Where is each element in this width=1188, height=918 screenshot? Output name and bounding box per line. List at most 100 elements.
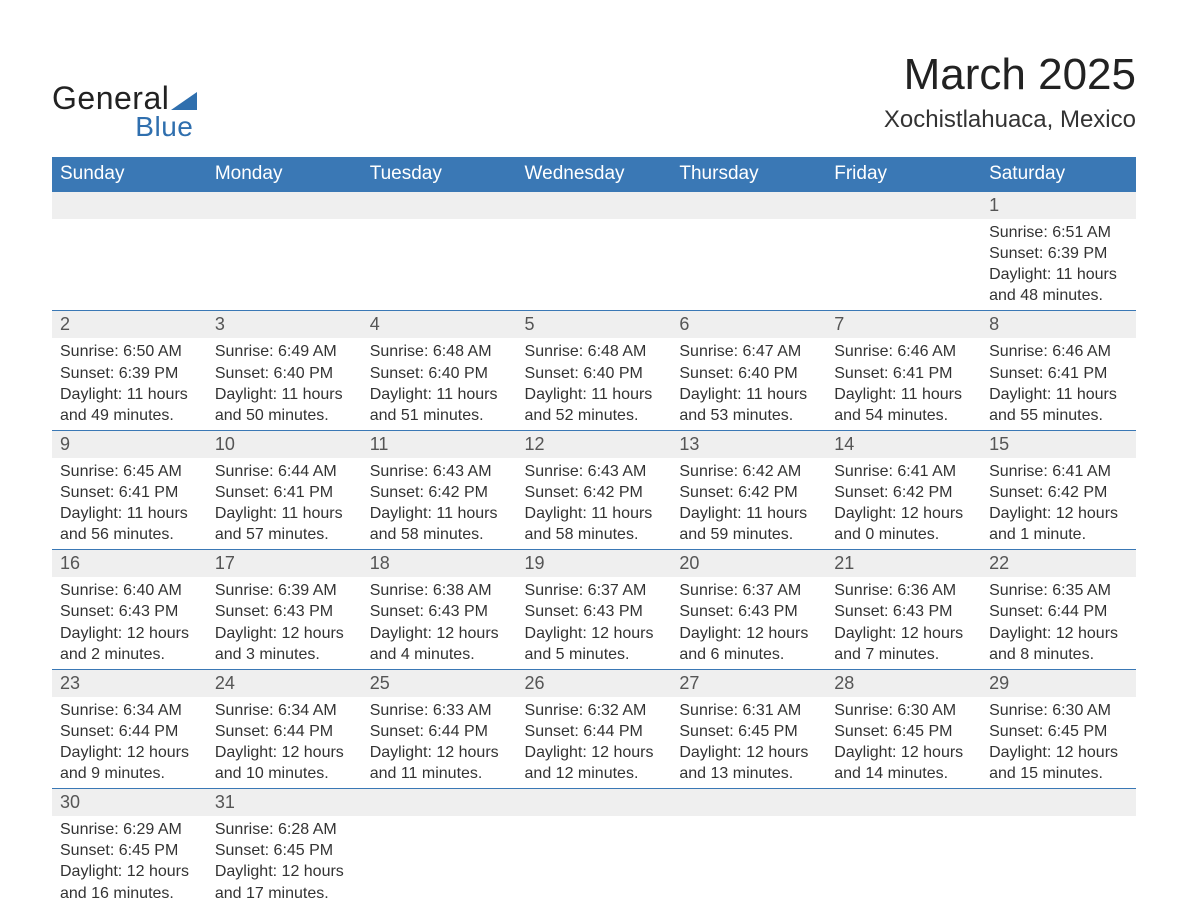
sunset-text: Sunset: 6:42 PM xyxy=(679,482,818,503)
day-number-cell: 25 xyxy=(362,669,517,697)
day-header: Sunday xyxy=(52,157,207,192)
day-detail-cell: Sunrise: 6:34 AMSunset: 6:44 PMDaylight:… xyxy=(207,697,362,789)
day-detail-cell: Sunrise: 6:48 AMSunset: 6:40 PMDaylight:… xyxy=(362,338,517,430)
daylight-text-2: and 14 minutes. xyxy=(834,763,973,784)
day-number-cell xyxy=(826,192,981,219)
sunrise-text: Sunrise: 6:45 AM xyxy=(60,461,199,482)
daylight-text-2: and 49 minutes. xyxy=(60,405,199,426)
day-detail-cell: Sunrise: 6:37 AMSunset: 6:43 PMDaylight:… xyxy=(517,577,672,669)
sunset-text: Sunset: 6:44 PM xyxy=(215,721,354,742)
sunset-text: Sunset: 6:44 PM xyxy=(989,601,1128,622)
day-detail-cell xyxy=(517,219,672,311)
daylight-text-1: Daylight: 12 hours xyxy=(834,742,973,763)
day-number-cell: 23 xyxy=(52,669,207,697)
daylight-text-1: Daylight: 12 hours xyxy=(215,861,354,882)
sunset-text: Sunset: 6:42 PM xyxy=(370,482,509,503)
sunset-text: Sunset: 6:43 PM xyxy=(679,601,818,622)
daylight-text-1: Daylight: 12 hours xyxy=(370,742,509,763)
day-header: Wednesday xyxy=(517,157,672,192)
day-detail-cell xyxy=(517,816,672,907)
daylight-text-1: Daylight: 11 hours xyxy=(370,503,509,524)
sunrise-text: Sunrise: 6:41 AM xyxy=(834,461,973,482)
daylight-text-2: and 10 minutes. xyxy=(215,763,354,784)
sunset-text: Sunset: 6:42 PM xyxy=(525,482,664,503)
daylight-text-1: Daylight: 11 hours xyxy=(60,503,199,524)
daylight-text-2: and 11 minutes. xyxy=(370,763,509,784)
daynum-row: 2345678 xyxy=(52,311,1136,339)
sunrise-text: Sunrise: 6:33 AM xyxy=(370,700,509,721)
sunrise-text: Sunrise: 6:37 AM xyxy=(525,580,664,601)
sunset-text: Sunset: 6:41 PM xyxy=(989,363,1128,384)
day-detail-cell: Sunrise: 6:31 AMSunset: 6:45 PMDaylight:… xyxy=(671,697,826,789)
daynum-row: 16171819202122 xyxy=(52,550,1136,578)
daylight-text-2: and 48 minutes. xyxy=(989,285,1128,306)
daylight-text-2: and 17 minutes. xyxy=(215,883,354,904)
day-number-cell xyxy=(826,789,981,817)
daylight-text-2: and 56 minutes. xyxy=(60,524,199,545)
daylight-text-1: Daylight: 11 hours xyxy=(989,264,1128,285)
day-detail-cell xyxy=(207,219,362,311)
sunrise-text: Sunrise: 6:34 AM xyxy=(60,700,199,721)
day-number-cell xyxy=(517,192,672,219)
day-number-cell: 14 xyxy=(826,430,981,458)
sunset-text: Sunset: 6:45 PM xyxy=(989,721,1128,742)
sunrise-text: Sunrise: 6:31 AM xyxy=(679,700,818,721)
sunrise-text: Sunrise: 6:44 AM xyxy=(215,461,354,482)
page-header: General Blue March 2025 Xochistlahuaca, … xyxy=(52,50,1136,143)
day-number-cell: 30 xyxy=(52,789,207,817)
sunset-text: Sunset: 6:42 PM xyxy=(989,482,1128,503)
day-detail-cell: Sunrise: 6:39 AMSunset: 6:43 PMDaylight:… xyxy=(207,577,362,669)
day-detail-cell: Sunrise: 6:45 AMSunset: 6:41 PMDaylight:… xyxy=(52,458,207,550)
daylight-text-1: Daylight: 12 hours xyxy=(525,623,664,644)
day-number-cell: 27 xyxy=(671,669,826,697)
daylight-text-1: Daylight: 12 hours xyxy=(989,623,1128,644)
daylight-text-1: Daylight: 12 hours xyxy=(370,623,509,644)
daylight-text-1: Daylight: 12 hours xyxy=(834,623,973,644)
day-number-cell: 11 xyxy=(362,430,517,458)
daynum-row: 3031 xyxy=(52,789,1136,817)
day-detail-cell: Sunrise: 6:42 AMSunset: 6:42 PMDaylight:… xyxy=(671,458,826,550)
sunset-text: Sunset: 6:45 PM xyxy=(215,840,354,861)
day-detail-cell: Sunrise: 6:46 AMSunset: 6:41 PMDaylight:… xyxy=(981,338,1136,430)
day-detail-cell xyxy=(826,219,981,311)
sunrise-text: Sunrise: 6:38 AM xyxy=(370,580,509,601)
sunset-text: Sunset: 6:43 PM xyxy=(215,601,354,622)
day-number-cell xyxy=(981,789,1136,817)
sunset-text: Sunset: 6:42 PM xyxy=(834,482,973,503)
daylight-text-1: Daylight: 12 hours xyxy=(60,623,199,644)
daylight-text-2: and 50 minutes. xyxy=(215,405,354,426)
day-detail-cell: Sunrise: 6:29 AMSunset: 6:45 PMDaylight:… xyxy=(52,816,207,907)
day-detail-cell xyxy=(671,816,826,907)
day-detail-cell: Sunrise: 6:46 AMSunset: 6:41 PMDaylight:… xyxy=(826,338,981,430)
day-header: Monday xyxy=(207,157,362,192)
day-detail-cell: Sunrise: 6:43 AMSunset: 6:42 PMDaylight:… xyxy=(517,458,672,550)
sunset-text: Sunset: 6:43 PM xyxy=(834,601,973,622)
daylight-text-2: and 5 minutes. xyxy=(525,644,664,665)
logo-text-blue: Blue xyxy=(52,111,193,143)
sunrise-text: Sunrise: 6:46 AM xyxy=(989,341,1128,362)
day-number-cell xyxy=(517,789,672,817)
detail-row: Sunrise: 6:45 AMSunset: 6:41 PMDaylight:… xyxy=(52,458,1136,550)
day-number-cell: 2 xyxy=(52,311,207,339)
sunset-text: Sunset: 6:40 PM xyxy=(525,363,664,384)
sunrise-text: Sunrise: 6:28 AM xyxy=(215,819,354,840)
day-detail-cell: Sunrise: 6:47 AMSunset: 6:40 PMDaylight:… xyxy=(671,338,826,430)
daylight-text-2: and 3 minutes. xyxy=(215,644,354,665)
sunset-text: Sunset: 6:41 PM xyxy=(215,482,354,503)
daylight-text-1: Daylight: 11 hours xyxy=(60,384,199,405)
daylight-text-2: and 12 minutes. xyxy=(525,763,664,784)
sunrise-text: Sunrise: 6:30 AM xyxy=(989,700,1128,721)
day-header: Thursday xyxy=(671,157,826,192)
day-number-cell: 7 xyxy=(826,311,981,339)
sunset-text: Sunset: 6:45 PM xyxy=(60,840,199,861)
daylight-text-1: Daylight: 11 hours xyxy=(525,384,664,405)
day-detail-cell: Sunrise: 6:28 AMSunset: 6:45 PMDaylight:… xyxy=(207,816,362,907)
day-detail-cell: Sunrise: 6:44 AMSunset: 6:41 PMDaylight:… xyxy=(207,458,362,550)
day-number-cell xyxy=(362,789,517,817)
day-detail-cell: Sunrise: 6:43 AMSunset: 6:42 PMDaylight:… xyxy=(362,458,517,550)
daylight-text-2: and 1 minute. xyxy=(989,524,1128,545)
sunset-text: Sunset: 6:41 PM xyxy=(60,482,199,503)
daylight-text-2: and 57 minutes. xyxy=(215,524,354,545)
day-number-cell xyxy=(52,192,207,219)
daylight-text-1: Daylight: 11 hours xyxy=(679,503,818,524)
